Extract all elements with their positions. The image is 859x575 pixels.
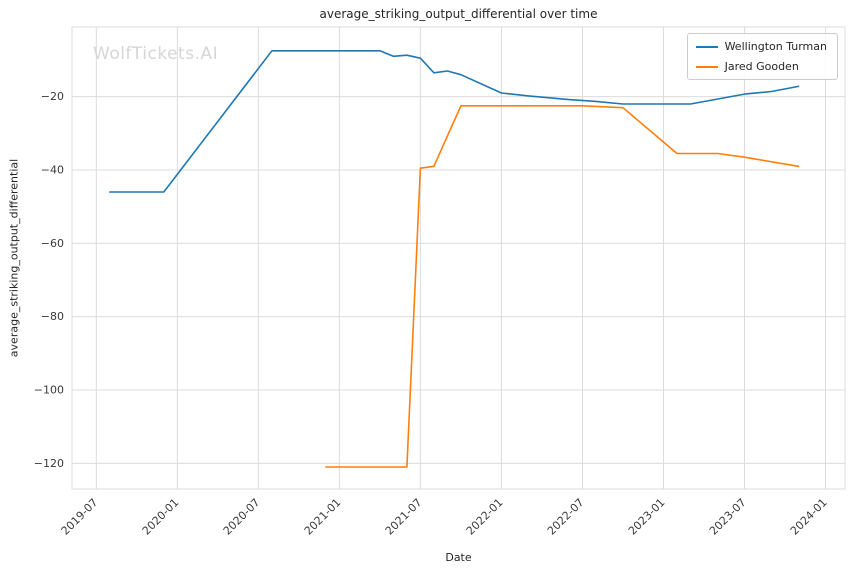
- y-tick-label: −20: [41, 90, 64, 103]
- x-tick-label: 2024-01: [788, 496, 830, 538]
- y-axis-label: average_striking_output_differential: [7, 158, 21, 358]
- series-line-1: [325, 105, 800, 468]
- x-tick-label: 2020-07: [221, 496, 263, 538]
- legend: Wellington Turman Jared Gooden: [686, 33, 838, 80]
- x-tick-label: 2023-07: [707, 496, 749, 538]
- y-tick-label: −40: [41, 164, 64, 177]
- x-tick-label: 2019-07: [59, 496, 101, 538]
- y-tick-label: −120: [34, 457, 64, 470]
- x-axis-label: Date: [445, 551, 472, 564]
- legend-item-label: Jared Gooden: [724, 60, 799, 73]
- series-line-0: [109, 49, 800, 193]
- y-tick-label: −100: [34, 384, 64, 397]
- legend-item: Wellington Turman: [695, 40, 827, 53]
- x-tick-label: 2020-01: [140, 496, 182, 538]
- x-tick-label: 2021-01: [302, 496, 344, 538]
- x-tick-label: 2022-07: [545, 496, 587, 538]
- legend-item-label: Wellington Turman: [724, 40, 827, 53]
- y-tick-label: −80: [41, 310, 64, 323]
- y-tick-label: −60: [41, 237, 64, 250]
- x-tick-label: 2023-01: [626, 496, 668, 538]
- plot-border: [71, 26, 846, 490]
- legend-line-swatch: [695, 65, 718, 68]
- x-tick-label: 2022-01: [464, 496, 506, 538]
- legend-line-swatch: [695, 45, 718, 48]
- legend-item: Jared Gooden: [695, 60, 827, 73]
- chart-title: average_striking_output_differential ove…: [319, 7, 598, 21]
- watermark: WolfTickets.AI: [93, 44, 219, 64]
- x-tick-label: 2021-07: [383, 496, 425, 538]
